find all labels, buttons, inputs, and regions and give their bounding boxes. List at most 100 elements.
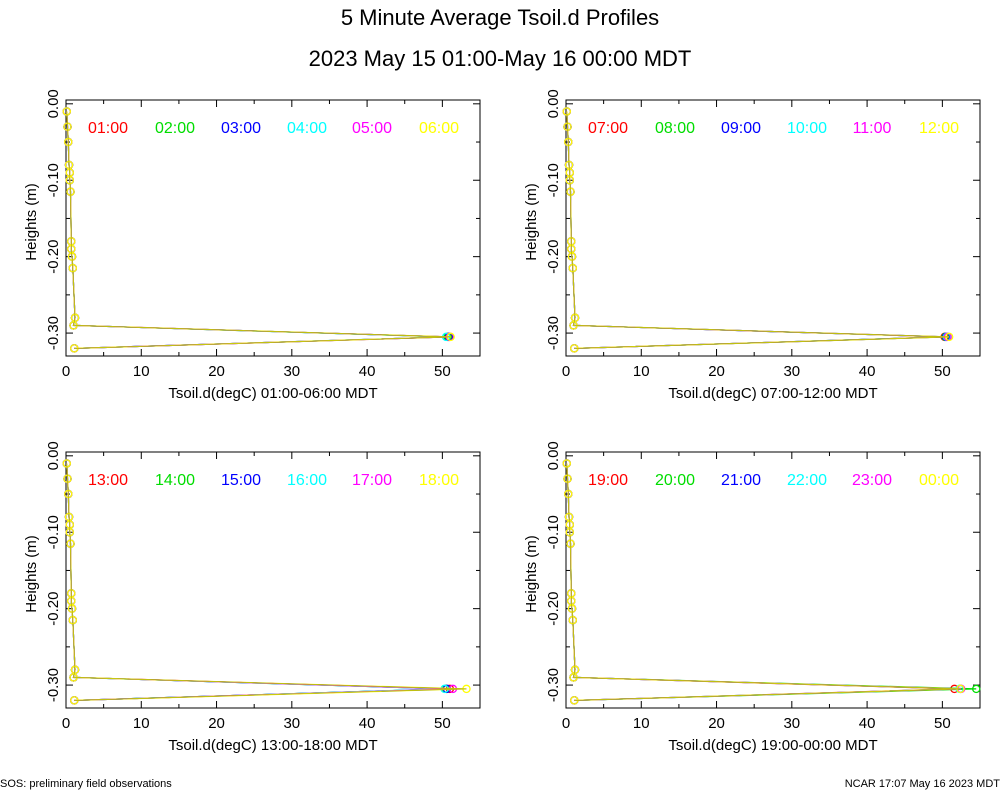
legend-entry: 17:00	[352, 472, 392, 489]
series-line-1300	[66, 463, 450, 701]
series-line-0100	[66, 111, 449, 349]
x-tick-label: 30	[283, 363, 300, 380]
legend-entry: 23:00	[852, 472, 892, 489]
y-tick-label: -0.10	[545, 515, 562, 549]
data-point	[971, 684, 981, 694]
x-axis-title: Tsoil.d(degC) 13:00-18:00 MDT	[168, 737, 377, 754]
x-tick-label: 10	[633, 715, 650, 732]
x-tick-label: 0	[62, 715, 70, 732]
series-line-2300	[566, 463, 962, 701]
series-line-1500	[66, 463, 447, 701]
series-shadow-line	[566, 111, 950, 349]
x-tick-label: 20	[208, 715, 225, 732]
series-line-0700	[566, 111, 945, 349]
legend-entry: 12:00	[919, 120, 959, 137]
x-tick-label: 10	[633, 363, 650, 380]
panel-2: 0 10 20 30 40 50 0.00 -0.10 -0.20 -0.30 Tsoil.d(de…	[523, 89, 981, 402]
x-tick-label: 30	[783, 715, 800, 732]
legend-entry: 02:00	[155, 120, 195, 137]
y-tick-label: -0.30	[45, 316, 62, 350]
y-tick-label: 0.00	[545, 89, 562, 118]
series-line-0600	[66, 111, 451, 349]
x-axis-title: Tsoil.d(degC) 01:00-06:00 MDT	[168, 385, 377, 402]
x-tick-label: 20	[708, 715, 725, 732]
x-tick-label: 0	[62, 363, 70, 380]
x-tick-label: 10	[133, 363, 150, 380]
series-line-0200	[66, 111, 448, 349]
x-tick-label: 10	[133, 715, 150, 732]
series-line-0300	[66, 111, 450, 349]
y-tick-label: -0.10	[45, 163, 62, 197]
x-tick-label: 40	[859, 715, 876, 732]
legend-entry: 04:00	[287, 120, 327, 137]
chart-subtitle: 2023 May 15 01:00-May 16 00:00 MDT	[309, 46, 692, 71]
series-line-2100	[566, 463, 961, 701]
panel-4: 0 10 20 30 40 50 0.00 -0.10 -0.20 -0.30 Tsoil.d(de…	[523, 441, 981, 754]
y-tick-label: -0.20	[545, 592, 562, 626]
plot-frame	[65, 451, 481, 709]
footer-right: NCAR 17:07 May 16 2023 MDT	[845, 778, 1000, 790]
y-tick-label: -0.20	[545, 240, 562, 274]
x-tick-label: 20	[208, 363, 225, 380]
series-line-0900	[566, 111, 947, 349]
legend-entry: 10:00	[787, 120, 827, 137]
x-tick-label: 50	[934, 363, 951, 380]
legend-entry: 20:00	[655, 472, 695, 489]
series-line-0800	[566, 111, 946, 349]
series-line-1200	[566, 111, 950, 349]
x-tick-label: 50	[434, 363, 451, 380]
x-tick-label: 50	[934, 715, 951, 732]
x-tick-label: 0	[562, 363, 570, 380]
series-line-1100	[566, 111, 948, 349]
series-line-0000	[566, 463, 961, 701]
panels: 0 10 20 30 40 50 0.00 -0.10 -0.20 -0.30 Tsoil.d(de…	[23, 89, 981, 754]
y-tick-label: -0.30	[545, 668, 562, 702]
x-tick-label: 40	[359, 715, 376, 732]
series-line-0500	[66, 111, 450, 349]
legend-entry: 06:00	[419, 120, 459, 137]
series-shadow-line	[566, 463, 961, 701]
series-line-1800	[66, 463, 467, 701]
x-axis-title: Tsoil.d(degC) 07:00-12:00 MDT	[668, 385, 877, 402]
plot-frame	[65, 99, 481, 357]
y-tick-label: -0.30	[45, 668, 62, 702]
y-axis-title: Heights (m)	[523, 183, 540, 261]
x-tick-label: 30	[283, 715, 300, 732]
legend-entry: 22:00	[787, 472, 827, 489]
y-tick-label: -0.10	[45, 515, 62, 549]
chart-title: 5 Minute Average Tsoil.d Profiles	[341, 5, 659, 30]
legend-entry: 15:00	[221, 472, 261, 489]
legend-entry: 09:00	[721, 120, 761, 137]
y-tick-label: 0.00	[545, 441, 562, 470]
legend-entry: 03:00	[221, 120, 261, 137]
series-line-1000	[566, 111, 947, 349]
y-tick-label: -0.30	[545, 316, 562, 350]
y-axis-title: Heights (m)	[23, 183, 40, 261]
legend-entry: 08:00	[655, 120, 695, 137]
legend-entry: 00:00	[919, 472, 959, 489]
series-line-0400	[66, 111, 447, 349]
legend-entry: 16:00	[287, 472, 327, 489]
y-tick-label: -0.20	[45, 592, 62, 626]
x-tick-label: 40	[359, 363, 376, 380]
panel-3: 0 10 20 30 40 50 0.00 -0.10 -0.20 -0.30 Tsoil.d(de…	[23, 441, 481, 754]
legend-entry: 21:00	[721, 472, 761, 489]
x-tick-label: 50	[434, 715, 451, 732]
legend-entry: 07:00	[588, 120, 628, 137]
legend-entry: 05:00	[352, 120, 392, 137]
y-tick-label: 0.00	[45, 441, 62, 470]
x-tick-label: 20	[708, 363, 725, 380]
series-shadow-line	[66, 111, 451, 349]
y-axis-title: Heights (m)	[23, 535, 40, 613]
series-line-1700	[66, 463, 453, 701]
series-line-1900	[566, 463, 955, 701]
series-shadow-line	[66, 463, 467, 701]
series-line-1600	[66, 463, 445, 701]
legend-entry: 11:00	[853, 120, 892, 137]
y-tick-label: 0.00	[45, 89, 62, 118]
y-tick-label: -0.10	[545, 163, 562, 197]
plot-frame	[565, 451, 981, 709]
plot-frame	[565, 99, 981, 357]
x-tick-label: 40	[859, 363, 876, 380]
